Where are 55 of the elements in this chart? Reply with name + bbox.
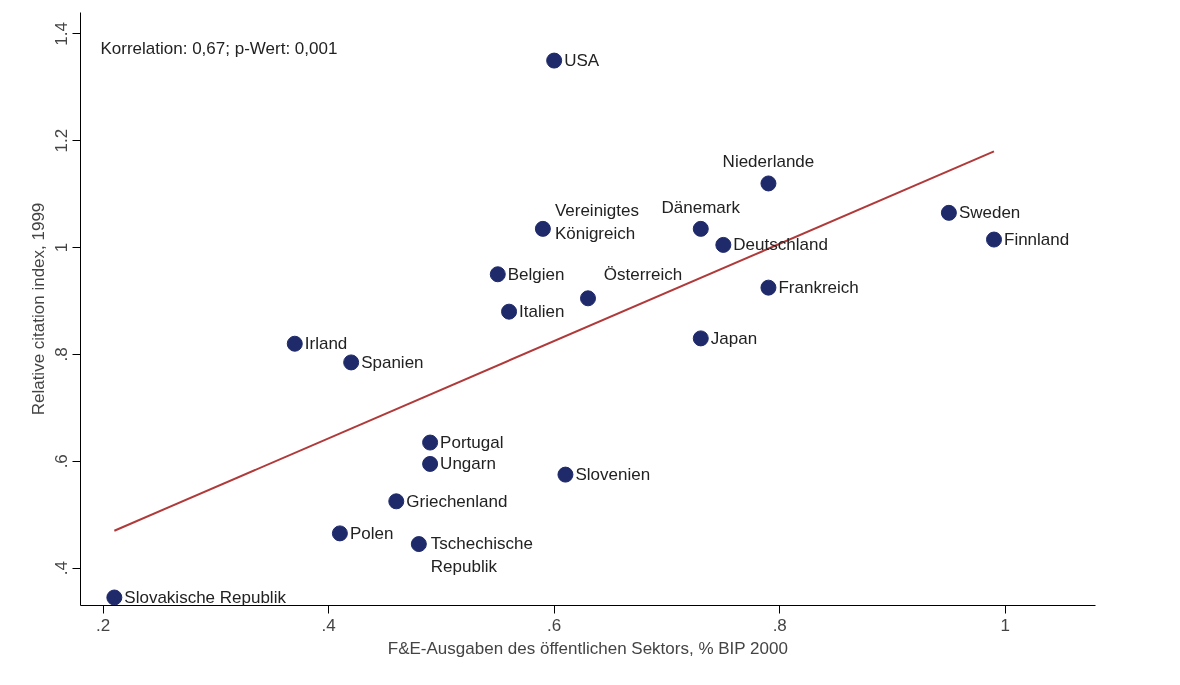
- point: [343, 354, 360, 371]
- x-tick-label: 1: [1000, 615, 1011, 635]
- annotation: Ungarn: [440, 454, 496, 474]
- annotation: Dänemark: [661, 197, 741, 217]
- point: [940, 204, 957, 221]
- annotation: Tschechische Republik: [430, 534, 533, 576]
- point: [422, 434, 439, 451]
- point: [501, 303, 518, 320]
- point: [557, 466, 574, 483]
- annotation: Portugal: [440, 433, 504, 453]
- annotation: Korrelation: 0,67; p-Wert: 0,001: [100, 38, 338, 58]
- point: [489, 266, 506, 283]
- annotation: Slovenien: [575, 465, 651, 485]
- point: [106, 589, 123, 606]
- y-tick-label: 1: [52, 242, 72, 253]
- y-tick-label: .6: [52, 454, 72, 469]
- point: [760, 175, 777, 192]
- point: [546, 52, 563, 69]
- point: [286, 335, 303, 352]
- x-axis-title: F&E-Ausgaben des öffentlichen Sektors, % BIP 2000: [387, 638, 788, 658]
- annotation: Niederlande: [722, 152, 815, 172]
- y-tick-label: .4: [52, 561, 72, 576]
- annotation: Griechenland: [406, 491, 508, 511]
- y-tick-label: 1.4: [52, 22, 72, 46]
- annotation: USA: [564, 51, 600, 71]
- y-tick-label: 1.2: [52, 128, 72, 153]
- y-tick-label: .8: [52, 347, 72, 362]
- x-tick-label: .4: [321, 615, 336, 635]
- annotation: Frankreich: [778, 278, 859, 298]
- point: [986, 231, 1002, 248]
- point: [422, 455, 439, 472]
- x-tick-label: .6: [547, 615, 562, 635]
- y-axis-title: Relative citation index, 1999: [28, 202, 48, 416]
- point: [534, 220, 551, 237]
- annotation: Sweden: [958, 203, 1021, 223]
- annotation: Finnland: [1004, 230, 1070, 250]
- annotation: Spanien: [361, 352, 424, 372]
- point: [580, 290, 596, 307]
- annotation: Italien: [519, 302, 565, 322]
- annotation: Vereinigtes Königreich: [554, 201, 640, 243]
- annotation: Japan: [710, 328, 758, 348]
- annotation: Polen: [349, 523, 394, 543]
- point: [331, 525, 348, 542]
- annotation: Slovakische Republik: [124, 587, 287, 607]
- point: [715, 236, 732, 253]
- x-tick-label: .8: [772, 615, 787, 635]
- annotation: Österreich: [603, 265, 683, 285]
- point: [410, 536, 427, 553]
- point: [692, 330, 709, 347]
- annotation: Belgien: [507, 264, 565, 284]
- point: [692, 220, 709, 237]
- annotation: Irland: [304, 334, 348, 354]
- point: [388, 493, 405, 510]
- point: [760, 279, 777, 296]
- x-tick-label: .2: [95, 615, 111, 635]
